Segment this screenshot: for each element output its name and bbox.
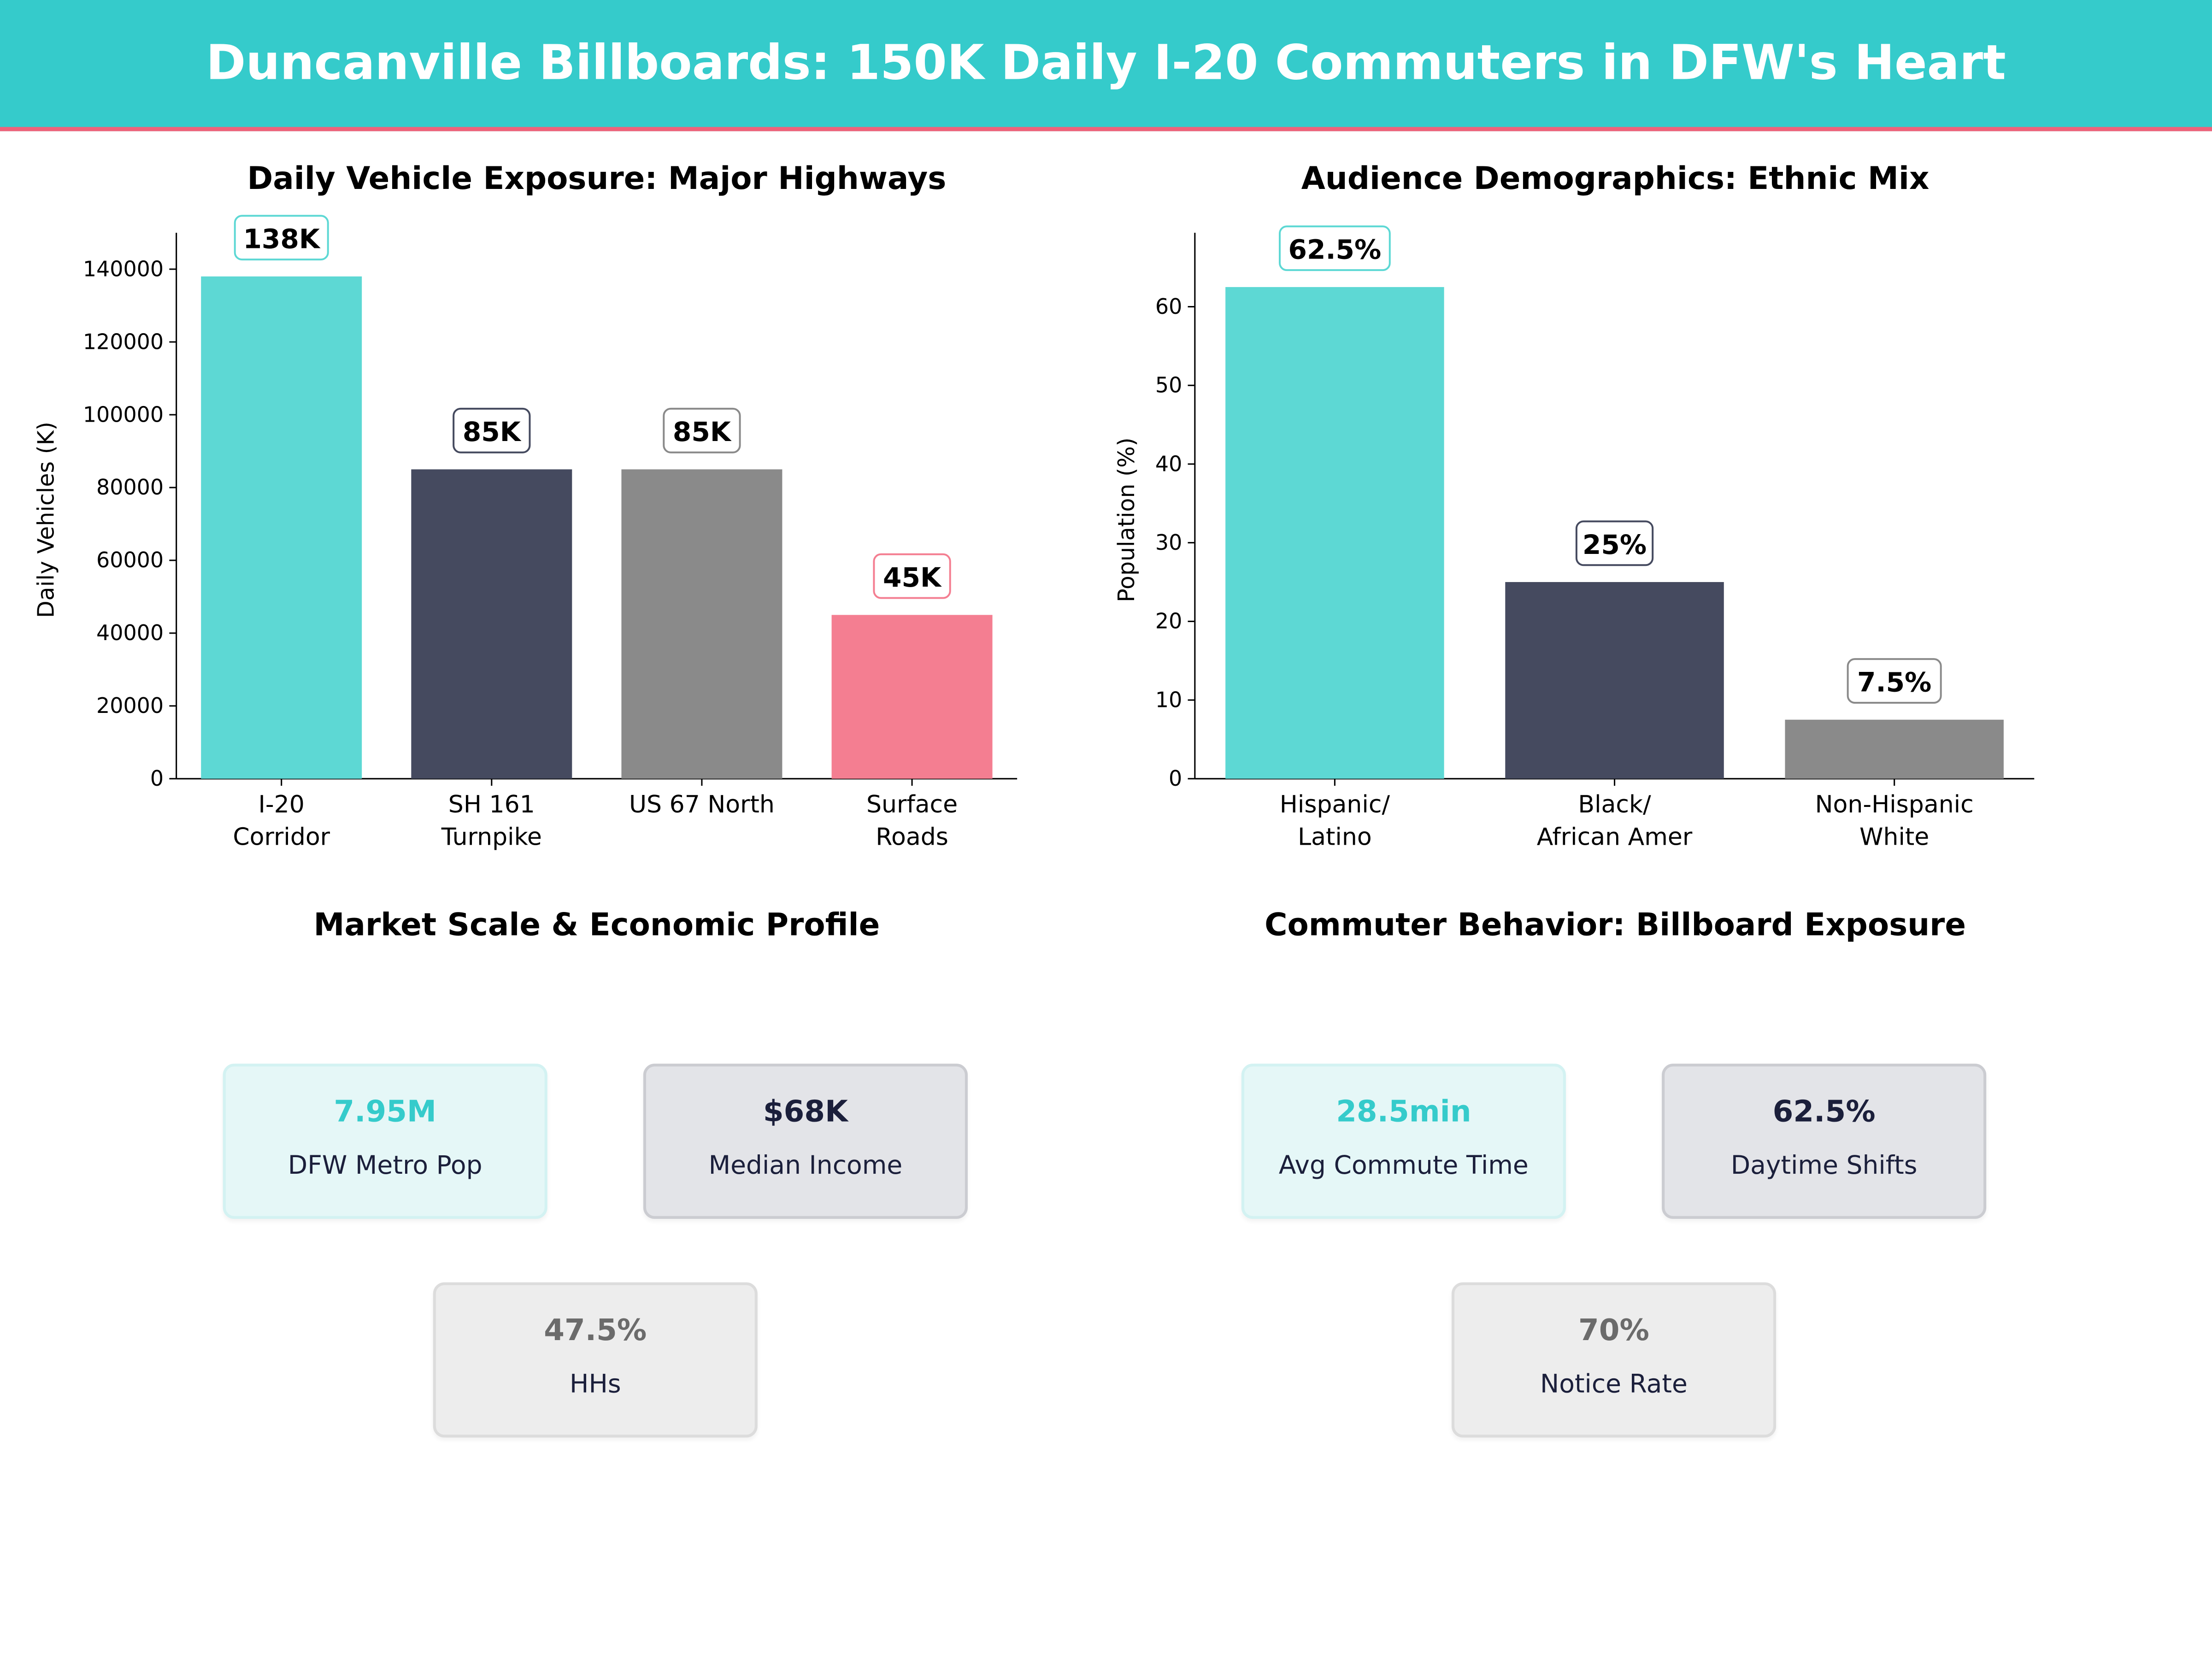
y-tick-label: 10 — [1155, 687, 1182, 712]
data-label-box — [453, 407, 531, 453]
y-tick-label: 50 — [1155, 373, 1182, 398]
kpi-label: Avg Commute Time — [1278, 1151, 1529, 1181]
x-tick-label: US 67 North — [629, 791, 775, 818]
y-tick-label: 0 — [150, 766, 164, 791]
data-label: 85K — [463, 416, 522, 447]
kpi-card-hhs: 47.5% HHs — [433, 1282, 758, 1438]
y-tick-label: 20 — [1155, 609, 1182, 634]
kpi-value: 28.5min — [1336, 1094, 1471, 1129]
data-label-box — [1847, 658, 1942, 704]
bar — [1505, 582, 1724, 779]
x-tick-label: Hispanic/ — [1280, 791, 1390, 818]
x-tick-label: SH 161 — [448, 791, 535, 818]
kpi-card-median-income: $68K Median Income — [643, 1064, 968, 1219]
data-label-box — [663, 407, 741, 453]
kpi-label: Median Income — [708, 1151, 903, 1181]
data-label-box — [873, 553, 951, 599]
data-label-box — [1575, 520, 1654, 566]
x-tick-label: Roads — [876, 824, 948, 851]
kpi-value: 62.5% — [1772, 1094, 1876, 1129]
y-tick-label: 0 — [1169, 766, 1182, 791]
y-tick-label: 120000 — [83, 329, 164, 354]
data-label-box — [1279, 225, 1391, 271]
y-tick-label: 20000 — [96, 693, 164, 718]
x-tick-label: African Amer — [1537, 824, 1693, 851]
bar — [411, 469, 572, 779]
kpi-card-metro-pop: 7.95M DFW Metro Pop — [223, 1064, 547, 1219]
data-label: 62.5% — [1288, 234, 1382, 265]
kpi-label: Daytime Shifts — [1730, 1151, 1918, 1181]
charts-canvas: 0 20000 40000 60000 80000 100000 120000 140000 D… — [33, 215, 2035, 851]
kpi-card-daytime-shifts: 62.5% Daytime Shifts — [1662, 1064, 1987, 1219]
y-axis-label: Population (%) — [1113, 437, 1140, 602]
x-tick-label: Non-Hispanic — [1815, 791, 1974, 818]
x-tick-label: Corridor — [233, 824, 330, 851]
chart-title-demographics: Audience Demographics: Ethnic Mix — [1301, 162, 1930, 198]
kpi-value: 7.95M — [334, 1094, 437, 1129]
bar — [831, 615, 993, 779]
y-tick-label: 60000 — [96, 547, 164, 572]
data-label-box — [234, 215, 329, 261]
y-tick-label: 60 — [1155, 294, 1182, 319]
kpi-card-commute-time: 28.5min Avg Commute Time — [1241, 1064, 1566, 1219]
page-title: Duncanville Billboards: 150K Daily I-20 … — [206, 35, 2006, 92]
commuter-panel-title: Commuter Behavior: Billboard Exposure — [1265, 908, 1966, 944]
bar — [201, 276, 362, 779]
data-label: 7.5% — [1857, 667, 1931, 698]
x-tick-label: I-20 — [259, 791, 305, 818]
kpi-value: 70% — [1578, 1313, 1649, 1347]
bar — [1785, 719, 2004, 779]
bar — [1225, 287, 1444, 779]
data-label: 45K — [883, 562, 942, 593]
kpi-value: $68K — [763, 1094, 848, 1129]
kpi-value: 47.5% — [544, 1313, 647, 1347]
data-label: 138K — [243, 224, 320, 255]
x-tick-label: Latino — [1298, 824, 1372, 851]
x-tick-label: Surface — [866, 791, 958, 818]
y-tick-label: 100000 — [83, 402, 164, 427]
x-tick-label: Turnpike — [441, 824, 542, 851]
header-banner: Duncanville Billboards: 150K Daily I-20 … — [0, 0, 2212, 131]
y-tick-label: 40000 — [96, 620, 164, 645]
x-tick-label: Black/ — [1578, 791, 1651, 818]
market-panel-title: Market Scale & Economic Profile — [313, 908, 880, 944]
bar — [621, 469, 782, 779]
y-tick-label: 40 — [1155, 451, 1182, 476]
kpi-label: Notice Rate — [1540, 1370, 1688, 1400]
data-label: 25% — [1583, 529, 1647, 560]
y-tick-label: 140000 — [83, 256, 164, 281]
chart-title-vehicles: Daily Vehicle Exposure: Major Highways — [247, 162, 947, 198]
kpi-card-notice-rate: 70% Notice Rate — [1451, 1282, 1777, 1438]
y-axis-label: Daily Vehicles (K) — [33, 422, 59, 618]
y-tick-label: 80000 — [96, 475, 164, 500]
y-tick-label: 30 — [1155, 530, 1182, 555]
kpi-label: DFW Metro Pop — [288, 1151, 482, 1181]
kpi-label: HHs — [570, 1370, 621, 1400]
data-label: 85K — [673, 416, 732, 447]
x-tick-label: White — [1859, 824, 1929, 851]
